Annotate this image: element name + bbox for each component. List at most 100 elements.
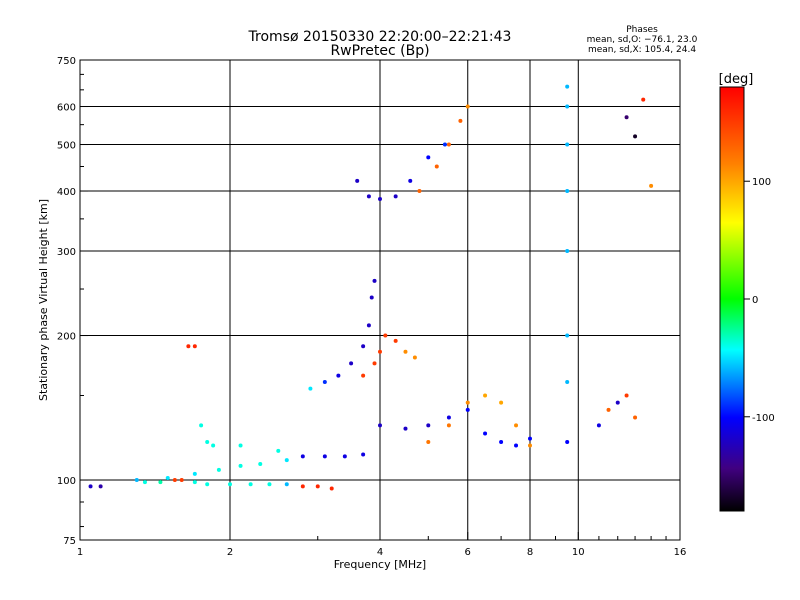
data-point	[633, 415, 638, 420]
data-point	[238, 463, 243, 468]
data-point	[361, 344, 366, 349]
data-point	[199, 423, 204, 428]
data-point	[248, 482, 253, 487]
data-point	[329, 486, 334, 491]
x-tick-label: 6	[465, 547, 471, 558]
data-point	[158, 480, 163, 485]
data-point	[434, 164, 439, 169]
data-point	[192, 471, 197, 476]
data-point	[372, 361, 377, 366]
grid-lines	[80, 60, 680, 540]
data-point	[615, 400, 620, 405]
data-point	[366, 194, 371, 199]
y-tick-label: 400	[57, 187, 76, 198]
y-tick-label: 600	[57, 103, 76, 114]
data-point	[300, 484, 305, 489]
data-point	[446, 142, 451, 147]
data-point	[192, 344, 197, 349]
data-point	[565, 189, 570, 194]
colorbar-ticks: 100 0 -100	[744, 177, 775, 424]
data-point	[336, 373, 341, 378]
data-point	[499, 400, 504, 405]
data-point	[596, 423, 601, 428]
data-point	[267, 482, 272, 487]
data-point	[465, 407, 470, 412]
data-point	[528, 443, 532, 448]
data-point	[205, 440, 210, 445]
data-point	[565, 104, 570, 109]
data-point	[565, 84, 570, 89]
legend-line-x: mean, sd,X: 105.4, 24.4	[588, 45, 696, 55]
data-point	[228, 482, 232, 487]
data-point	[211, 443, 216, 448]
x-tick-label: 10	[572, 547, 585, 558]
data-point	[465, 104, 470, 109]
data-point	[641, 97, 646, 102]
data-point	[300, 454, 305, 459]
y-tick-label: 500	[57, 141, 76, 152]
data-point	[284, 482, 289, 487]
x-tick-label: 1	[77, 547, 83, 558]
data-point	[372, 278, 377, 283]
data-point	[258, 461, 263, 466]
data-point	[565, 249, 570, 254]
data-point	[417, 189, 422, 194]
data-point	[458, 118, 463, 123]
data-point	[342, 454, 347, 459]
legend-title: Phases	[626, 25, 658, 35]
x-tick-label: 16	[674, 547, 687, 558]
chart-title: Tromsø 20150330 22:20:00–22:21:43	[248, 29, 512, 45]
data-point	[483, 393, 488, 398]
data-point	[322, 454, 327, 459]
data-point	[142, 480, 147, 485]
data-point	[465, 400, 470, 405]
colorbar-label: [deg]	[719, 72, 754, 87]
colorbar-tick-label: 0	[752, 295, 758, 306]
data-point	[284, 458, 289, 463]
data-point	[528, 436, 532, 441]
data-point	[565, 380, 570, 385]
data-point	[606, 407, 611, 412]
data-point	[412, 355, 417, 360]
data-point	[499, 440, 504, 445]
data-point	[179, 478, 184, 483]
y-tick-label: 300	[57, 247, 76, 258]
y-tick-label: 100	[57, 476, 76, 487]
data-point	[378, 197, 382, 202]
data-point	[624, 393, 629, 398]
data-point	[565, 333, 570, 338]
data-point	[134, 478, 139, 483]
data-point	[322, 380, 327, 385]
x-axis-ticks: 1 2 4 6 8 10 16	[77, 532, 687, 558]
data-point	[403, 426, 408, 431]
data-point	[205, 482, 210, 487]
data-point	[98, 484, 103, 489]
data-point	[393, 338, 398, 343]
data-point	[308, 386, 313, 391]
y-axis-label: Stationary phase Virtual Height [km]	[37, 199, 50, 401]
x-axis-label: Frequency [MHz]	[334, 558, 426, 571]
data-point	[383, 333, 388, 338]
data-point	[88, 484, 93, 489]
data-point	[403, 349, 408, 354]
data-point	[315, 484, 320, 489]
data-point	[361, 452, 366, 457]
data-point	[378, 423, 382, 428]
data-point	[446, 423, 451, 428]
data-point	[378, 349, 382, 354]
data-point	[165, 475, 170, 480]
data-point	[238, 443, 243, 448]
y-axis-ticks: 75 100 200 300 400 500 600 750	[57, 56, 88, 547]
colorbar	[719, 86, 745, 512]
data-point	[366, 323, 371, 328]
data-point	[483, 431, 488, 436]
data-point	[514, 423, 519, 428]
y-tick-label: 750	[57, 56, 76, 67]
data-point	[514, 443, 519, 448]
data-point	[649, 183, 654, 188]
data-point	[186, 344, 191, 349]
chart-subtitle: RwPretec (Bp)	[330, 43, 429, 59]
x-tick-label: 2	[227, 547, 233, 558]
x-tick-label: 8	[527, 547, 533, 558]
